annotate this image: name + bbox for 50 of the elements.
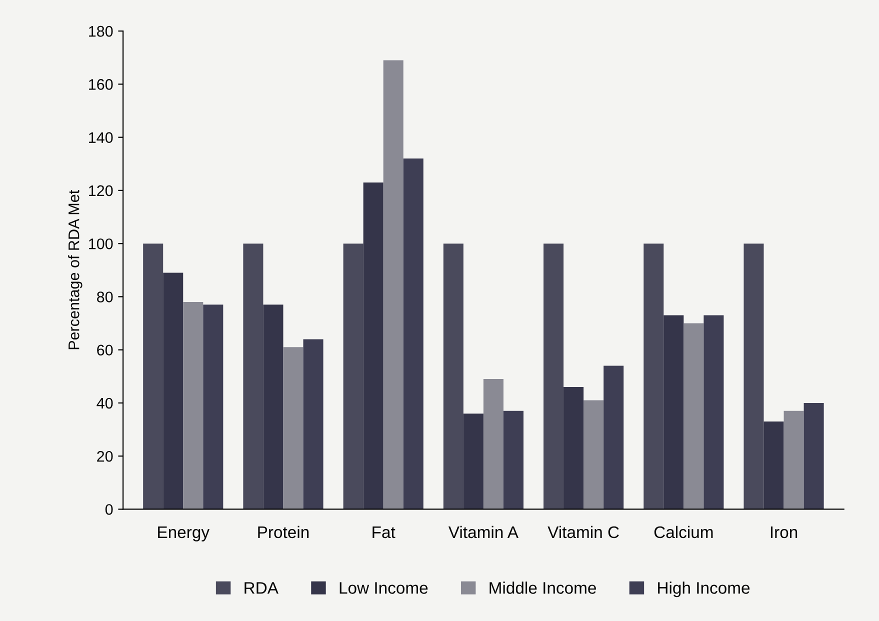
y-tick-label: 140: [89, 132, 113, 143]
bar: [744, 244, 764, 510]
bar: [263, 304, 284, 510]
y-tick-label: 100: [89, 238, 113, 250]
y-axis-title: Percentage of RDA Met: [68, 190, 82, 350]
bar: [804, 402, 824, 510]
bar: [503, 410, 524, 510]
bar: [303, 339, 324, 510]
bar: [544, 244, 564, 510]
bar: [684, 323, 704, 510]
bar: [403, 158, 424, 510]
bar: [183, 302, 204, 510]
bar: [163, 272, 184, 510]
bar: [383, 60, 404, 510]
x-tick-label: Vitamin C: [548, 526, 619, 538]
bar: [644, 244, 664, 510]
bar: [143, 244, 164, 510]
x-tick-label: Vitamin A: [448, 526, 518, 538]
legend-label: High Income: [658, 582, 750, 598]
bar: [664, 315, 684, 510]
y-tick-label: 80: [97, 292, 113, 302]
y-tick-label: 120: [89, 185, 113, 196]
x-tick-label: Calcium: [654, 526, 713, 538]
bar: [483, 379, 504, 510]
y-tick-label: 60: [97, 344, 113, 356]
x-tick-label: Energy: [158, 526, 210, 542]
y-tick-label: 0: [105, 504, 113, 515]
y-tick-label: 40: [96, 398, 113, 409]
bar: [584, 400, 604, 510]
legend-label: Low Income: [340, 582, 428, 594]
y-tick-label: 160: [89, 79, 113, 90]
bar: [283, 347, 304, 510]
x-tick-label: Iron: [770, 526, 798, 538]
x-tick-label: Fat: [372, 526, 396, 538]
y-tick-label: 180: [89, 26, 113, 37]
bar: [764, 422, 784, 510]
bar: [784, 410, 804, 510]
bar: [463, 414, 484, 510]
bar: [343, 244, 364, 510]
x-tick-label: Protein: [258, 526, 309, 538]
legend-label: Middle Income: [490, 582, 596, 594]
bar: [564, 387, 584, 510]
legend-label: RDA: [244, 582, 278, 594]
y-tick-label: 20: [97, 450, 113, 462]
bar: [704, 315, 724, 510]
bar: [604, 366, 624, 510]
bar: [203, 304, 224, 510]
bar: [243, 244, 264, 510]
bar: [443, 244, 464, 510]
bar: [363, 182, 384, 510]
